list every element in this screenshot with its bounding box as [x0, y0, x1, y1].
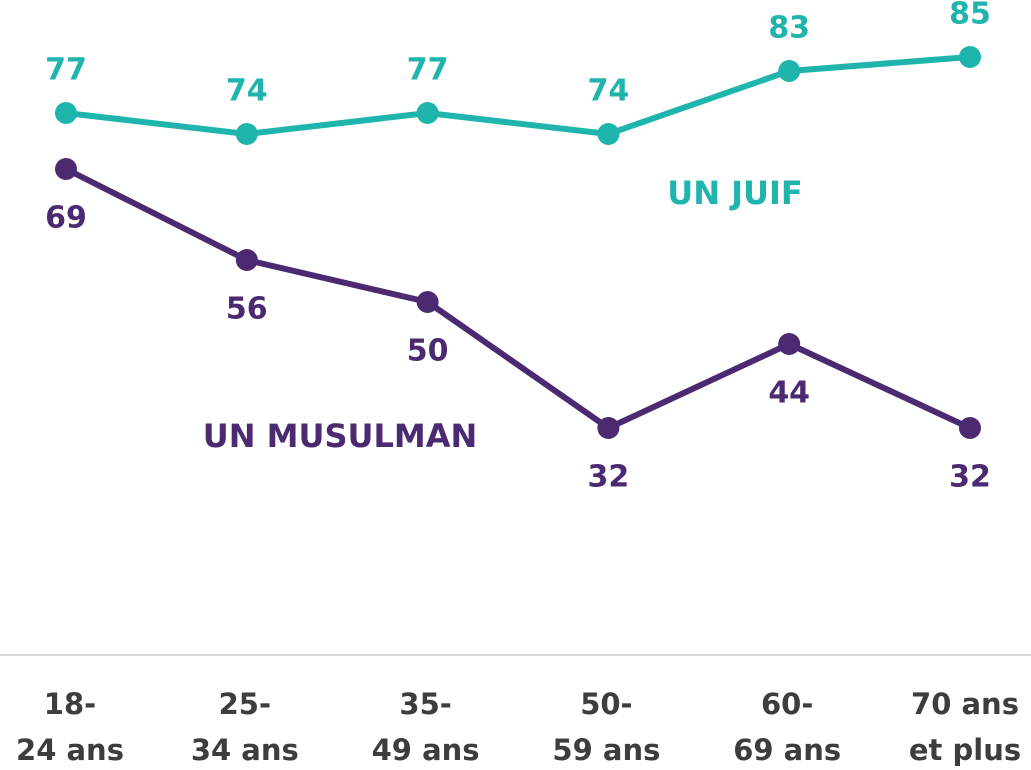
point	[55, 102, 77, 124]
data-label: 74	[588, 74, 630, 109]
data-label: 56	[226, 292, 268, 327]
data-label: 50	[407, 334, 449, 369]
data-label: 32	[949, 460, 991, 495]
point	[778, 60, 801, 82]
x-tick-label: et plus	[909, 733, 1021, 767]
series-line	[64, 166, 972, 431]
point	[55, 158, 77, 180]
point	[959, 417, 981, 439]
x-tick-label: 24 ans	[16, 733, 124, 767]
x-tick-label: 35-	[399, 687, 451, 721]
data-label: 74	[226, 74, 268, 109]
series-line	[65, 54, 971, 137]
data-label: 44	[768, 376, 810, 411]
point	[416, 102, 439, 124]
data-label: 32	[588, 460, 630, 495]
data-label: 69	[45, 201, 87, 236]
point	[959, 46, 981, 68]
data-label: 83	[768, 11, 810, 46]
x-tick-label: 49 ans	[372, 733, 480, 767]
point	[235, 249, 258, 271]
x-tick-label: 60-	[761, 687, 813, 721]
point	[416, 291, 439, 313]
x-tick-label: 50-	[580, 687, 632, 721]
x-tick-label: 18-	[44, 687, 96, 721]
data-label: 77	[407, 53, 449, 88]
data-label: 85	[949, 0, 991, 32]
series-name: UN JUIF	[667, 174, 803, 212]
x-tick-label: 25-	[219, 687, 271, 721]
x-tick-label: 70 ans	[911, 687, 1019, 721]
point	[778, 333, 801, 355]
series-name: UN MUSULMAN	[203, 417, 478, 455]
x-tick-label: 69 ans	[733, 733, 841, 767]
point	[597, 123, 620, 145]
point	[235, 123, 258, 145]
point	[597, 417, 620, 439]
x-tick-label: 34 ans	[191, 733, 299, 767]
x-tick-label: 59 ans	[552, 733, 660, 767]
data-label: 77	[45, 53, 87, 88]
